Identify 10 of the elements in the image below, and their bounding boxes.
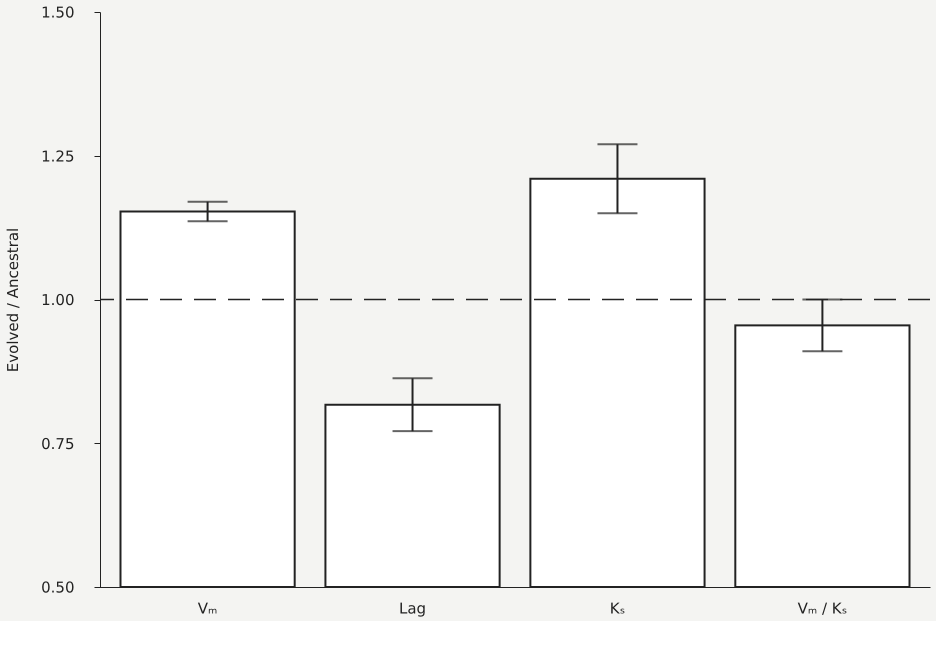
y-tick-label: 0.75 (41, 434, 74, 453)
x-tick-label: Vₘ (198, 600, 218, 618)
x-tick-label: Lag (398, 600, 426, 618)
y-tick-label: 1.00 (41, 291, 74, 309)
y-tick-label: 1.25 (41, 147, 74, 166)
y-tick-label: 0.50 (41, 578, 74, 596)
y-tick-label: 1.50 (41, 4, 74, 22)
y-axis-title: Evolved / Ancestral (4, 228, 22, 372)
x-tick-label: Vₘ / Kₛ (798, 600, 848, 618)
x-tick-label: Kₛ (610, 600, 626, 618)
